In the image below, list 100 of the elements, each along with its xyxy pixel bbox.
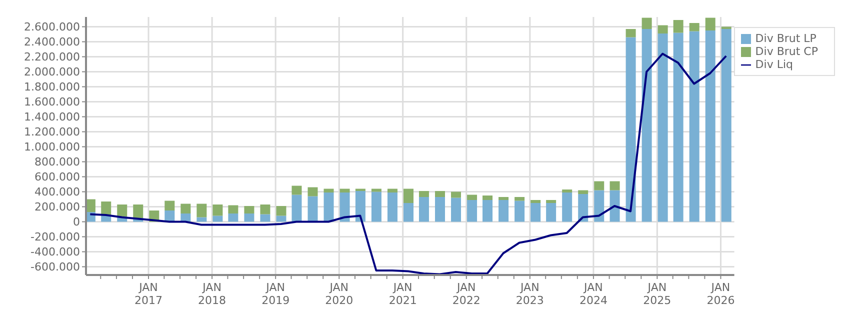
bar	[133, 204, 144, 218]
bar	[642, 18, 652, 29]
y-tick-label: 600.000	[34, 170, 80, 184]
y-tick-label: 1.600.000	[24, 96, 80, 109]
bar	[101, 202, 112, 215]
bar	[340, 192, 350, 222]
bar	[721, 29, 732, 222]
bar	[498, 197, 509, 200]
bar	[434, 197, 445, 222]
legend-label: Div Liq	[755, 58, 793, 71]
bar	[228, 205, 238, 214]
y-tick-label: 2.000.000	[24, 66, 80, 79]
bar	[610, 181, 620, 190]
bar	[212, 216, 223, 222]
x-tick-label: JAN 2019	[262, 281, 290, 307]
y-tick-label: 1.800.000	[24, 80, 80, 94]
x-tick-label: JAN 2021	[388, 281, 417, 307]
bar	[244, 206, 254, 214]
bar	[276, 206, 286, 216]
bar	[196, 204, 207, 218]
x-tick-label: JAN 2018	[198, 281, 226, 307]
x-tick-label: JAN 2025	[643, 281, 672, 307]
bar	[482, 196, 493, 200]
bar	[387, 192, 398, 222]
bar	[371, 188, 382, 192]
bar	[308, 187, 318, 196]
bar	[658, 25, 668, 34]
bar	[355, 191, 366, 222]
bar	[212, 204, 223, 216]
bar	[673, 20, 684, 33]
bar	[260, 214, 270, 222]
y-tick-label: 200.000	[34, 200, 80, 214]
y-tick-label: 800.000	[34, 156, 80, 169]
bar	[371, 192, 382, 222]
bar	[228, 214, 238, 222]
bar	[705, 30, 716, 222]
bar	[434, 191, 445, 197]
bar	[626, 37, 636, 222]
bar	[594, 181, 604, 190]
legend-label: Div Brut LP	[755, 32, 816, 45]
bar	[530, 203, 541, 222]
bar	[418, 197, 429, 222]
bar	[498, 200, 509, 222]
bar	[324, 188, 334, 192]
bar	[467, 200, 478, 222]
bar	[482, 200, 493, 222]
bar	[673, 32, 684, 222]
y-tick-label: 1.000.000	[24, 140, 80, 154]
bar	[578, 194, 588, 222]
line-series	[89, 52, 728, 275]
bar	[292, 194, 302, 222]
y-tick-label: 2.600.000	[24, 20, 80, 34]
bar	[610, 190, 620, 222]
x-tick-label: JAN 2017	[134, 281, 162, 307]
y-tick-label: 1.200.000	[24, 126, 80, 139]
y-tick-label: 0	[73, 216, 80, 229]
bar	[658, 34, 668, 222]
bar	[705, 18, 716, 30]
bar	[387, 188, 398, 192]
bar	[530, 200, 541, 203]
x-tick-label: JAN 2023	[516, 281, 544, 307]
x-tick-label: JAN 2024	[579, 281, 608, 307]
bar	[546, 200, 556, 203]
bar	[196, 217, 207, 222]
bar	[594, 190, 604, 222]
bar	[546, 203, 556, 222]
bar	[403, 203, 414, 222]
y-tick-label: 2.400.000	[24, 36, 80, 49]
y-tick-label: 2.200.000	[24, 50, 80, 64]
bar	[578, 190, 588, 194]
bar	[451, 192, 462, 198]
y-tick-label: 400.000	[34, 186, 80, 199]
y-tick-label: -400.000	[30, 246, 80, 259]
bar	[451, 198, 462, 222]
bar	[689, 31, 700, 222]
bar	[292, 186, 302, 195]
bar	[403, 188, 414, 203]
bar	[626, 29, 636, 38]
bar	[514, 197, 525, 201]
legend-label: Div Brut CP	[755, 45, 818, 58]
bar	[180, 204, 191, 214]
bar	[244, 214, 254, 222]
bar	[689, 23, 700, 32]
bar	[164, 200, 175, 210]
bar	[308, 196, 318, 222]
bar	[324, 192, 334, 222]
bar	[340, 188, 350, 192]
x-tick-label: JAN 2026	[706, 281, 735, 307]
bar	[562, 192, 572, 222]
bar	[642, 29, 652, 222]
y-tick-label: 1.400.000	[24, 110, 80, 124]
y-tick-label: -600.000	[30, 260, 80, 274]
y-tick-label: -200.000	[30, 230, 80, 244]
bar	[260, 204, 270, 214]
x-tick-label: JAN 2020	[325, 281, 354, 307]
x-tick-label: JAN 2022	[452, 281, 480, 307]
bar	[418, 191, 429, 197]
bar	[467, 194, 478, 200]
bar	[117, 204, 128, 216]
bar	[276, 216, 286, 222]
